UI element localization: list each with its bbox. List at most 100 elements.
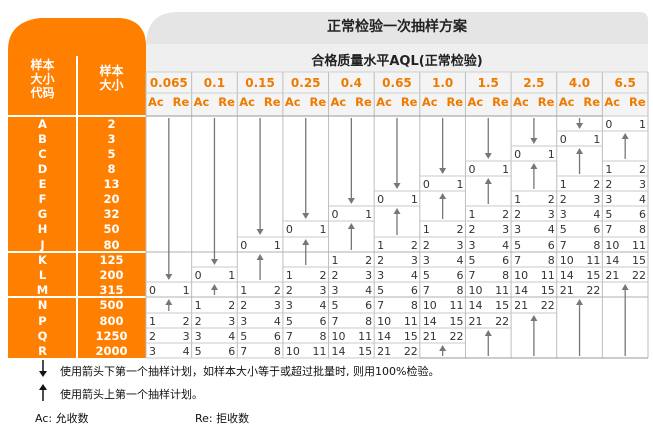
aql-level-4.0: 4.0 [568,76,591,90]
arrow-up-icon [621,284,629,356]
re-value: 22 [403,345,418,358]
re-value: 4 [319,299,327,312]
re-value: 8 [456,284,464,297]
ac-value: 1 [514,193,522,206]
re-label: Re [537,95,555,109]
ac-value: 10 [377,315,392,328]
arrow-down-icon [302,118,310,219]
ac-value: 1 [194,299,202,312]
legend-re: Re: 拒收数 [195,412,250,425]
ac-value: 7 [377,299,385,312]
ac-value: 1 [559,178,567,191]
re-value: 3 [502,223,510,236]
sample-code: Q [37,329,48,343]
re-value: 3 [639,178,646,191]
re-value: 11 [403,315,418,328]
re-value: 2 [319,269,327,282]
re-value: 11 [586,254,601,267]
sample-size: 80 [103,238,120,252]
ac-value: 14 [422,315,437,328]
re-value: 8 [365,315,373,328]
sample-code: B [38,132,47,146]
sample-code: P [38,314,47,328]
ac-label: Ac [376,95,392,109]
sample-code: L [38,268,47,282]
arrow-up-icon [484,178,492,204]
sample-size: 3 [107,132,116,146]
sample-size: 500 [99,298,124,312]
sample-size: 13 [103,177,120,191]
aql-header-row-background [146,72,648,116]
re-value: 22 [540,299,555,312]
code-header-line-1: 样本 [30,58,55,72]
ac-value: 2 [285,284,293,297]
ac-value: 5 [285,315,293,328]
arrow-down-icon [439,118,447,174]
ac-value: 21 [377,345,392,358]
ac-value: 7 [285,330,293,343]
aql-level-1.5: 1.5 [477,76,499,90]
ac-value: 2 [149,330,156,343]
ac-value: 0 [149,284,156,297]
re-value: 6 [639,208,646,221]
re-value: 6 [319,315,327,328]
ac-value: 3 [422,254,430,267]
arrow-down-icon [165,118,173,280]
arrow-up-icon [439,193,447,219]
re-label: Re [218,95,235,109]
re-value: 6 [456,269,464,282]
re-value: 3 [273,299,281,312]
ac-value: 0 [559,133,567,146]
arrow-down-icon [347,118,355,204]
re-value: 1 [502,163,510,176]
re-label: Re [309,95,327,109]
sample-size: 2 [107,117,116,131]
re-value: 8 [593,239,601,252]
re-value: 3 [410,254,418,267]
ac-label: Ac [513,95,529,109]
ac-value: 3 [377,269,385,282]
sample-code: F [38,192,47,206]
re-value: 2 [593,178,601,191]
re-value: 3 [319,284,327,297]
re-value: 15 [449,315,464,328]
re-value: 3 [228,315,236,328]
re-value: 4 [410,269,418,282]
arrow-up-icon [393,208,401,235]
re-value: 3 [456,239,464,252]
ac-value: 3 [240,315,248,328]
re-value: 2 [182,315,190,328]
ac-label: Ac [284,95,301,109]
ac-value: 5 [331,299,339,312]
ac-value: 0 [285,223,293,236]
ac-value: 2 [559,193,567,206]
legend-up-text: 使用箭头上第一个抽样计划。 [60,388,203,401]
ac-value: 7 [422,284,430,297]
ac-value: 0 [194,269,202,282]
arrow-down-icon [256,118,264,235]
ac-value: 21 [605,269,620,282]
aql-level-0.25: 0.25 [290,76,321,90]
sample-code: R [38,344,47,358]
re-value: 3 [593,193,601,206]
ac-value: 7 [240,345,248,358]
sample-size: 1250 [95,329,128,343]
ac-value: 14 [514,284,529,297]
re-value: 8 [410,299,418,312]
ac-value: 0 [422,178,430,191]
aql-level-6.5: 6.5 [614,76,636,90]
ac-value: 1 [240,284,248,297]
arrow-up-icon [621,133,629,159]
ac-value: 21 [559,284,574,297]
re-value: 1 [182,284,190,297]
ac-value: 7 [605,223,613,236]
ac-value: 3 [514,223,522,236]
ac-value: 2 [605,178,613,191]
ac-value: 3 [605,193,613,206]
re-label: Re [446,95,464,109]
arrow-up-icon [576,148,584,174]
sample-code: K [38,253,47,267]
ac-value: 1 [422,223,430,236]
re-value: 15 [586,269,601,282]
re-label: Re [355,95,372,109]
